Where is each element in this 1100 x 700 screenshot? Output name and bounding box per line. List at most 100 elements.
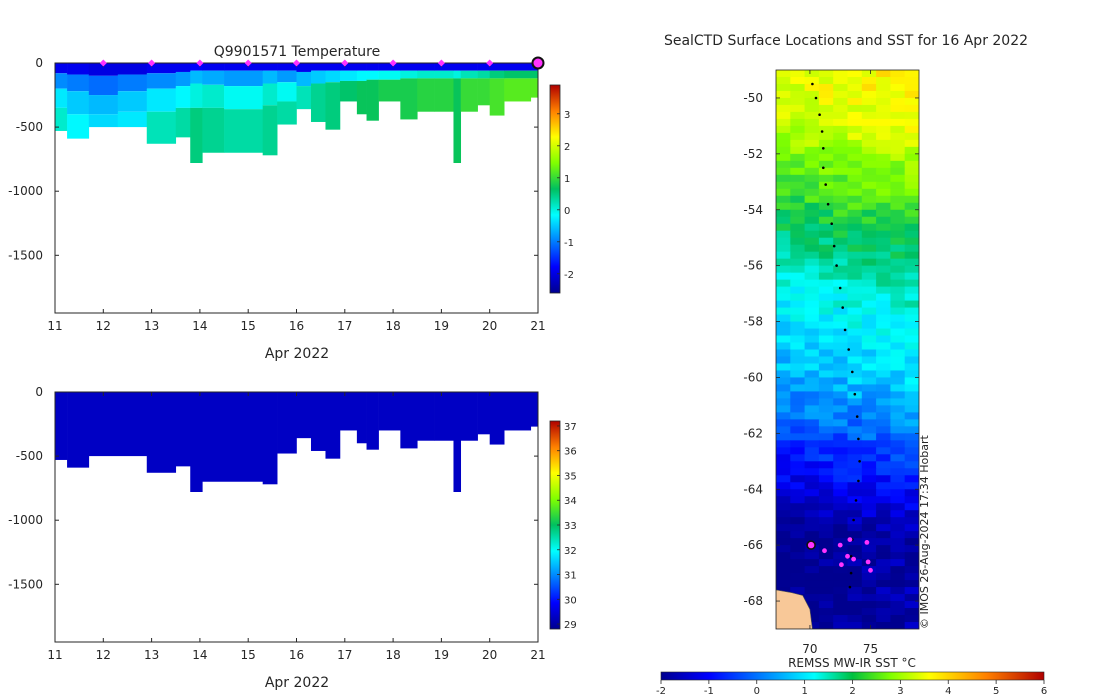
sst-cell: [861, 503, 877, 511]
sst-cell: [818, 587, 834, 595]
sst-cell: [847, 524, 863, 532]
sst-cell: [904, 496, 919, 504]
sst-cell: [804, 524, 820, 532]
sst-cell: [790, 223, 806, 232]
sst-cell: [890, 440, 906, 448]
sst-cell: [861, 391, 877, 400]
sst-cell: [847, 622, 863, 629]
sst-cell: [804, 580, 820, 588]
sst-cell: [847, 70, 863, 78]
sst-cell: [890, 524, 906, 532]
sst-cell: [833, 580, 849, 588]
sst-cell: [876, 552, 891, 560]
sst-cell: [776, 132, 791, 141]
sst-cell: [847, 601, 863, 609]
sst-cell: [890, 461, 906, 469]
sst-cell: [790, 111, 806, 120]
sst-cell: [790, 286, 806, 295]
colorbar-tick-label: -1: [564, 238, 574, 249]
sst-cell: [904, 552, 919, 560]
sst-cell: [833, 489, 849, 497]
sst-cell: [776, 433, 791, 441]
sst-cell: [876, 356, 891, 365]
sst-cell: [776, 188, 791, 197]
sst-cell: [904, 76, 919, 85]
sst-cell: [818, 216, 834, 225]
temperature-cell: [504, 70, 532, 79]
sst-cell: [890, 335, 906, 344]
sst-cell: [847, 272, 863, 281]
sst-cell: [861, 384, 877, 393]
temperature-colorbar: [549, 84, 561, 294]
profile-marker: [486, 59, 494, 67]
sst-cell: [847, 594, 863, 602]
lat-tick-label: -64: [743, 482, 763, 496]
sst-cell: [804, 209, 820, 218]
sst-cell: [861, 181, 877, 190]
sst-cell: [876, 146, 891, 155]
sst-cell: [818, 244, 834, 253]
sst-cell: [776, 321, 791, 330]
sst-cell: [818, 524, 834, 532]
sst-cell: [904, 440, 919, 448]
temperature-cell: [417, 78, 435, 112]
sst-cell: [833, 188, 849, 197]
sst-cell: [847, 433, 863, 441]
sst-cell: [790, 104, 806, 113]
sst-cell: [847, 426, 863, 434]
temperature-axes: 11 12 13 14 15 16 17 18 19 20 21 0 -500 -1000 -1500: [8, 56, 546, 333]
sst-cell: [861, 342, 877, 351]
sst-cell: [876, 454, 891, 462]
sst-cell: [876, 76, 891, 85]
sst-cell: [847, 76, 863, 85]
sst-cell: [818, 90, 834, 99]
sst-cell: [804, 307, 820, 316]
temperature-cell: [146, 111, 177, 144]
salinity-cell: [453, 392, 462, 492]
sst-cell: [847, 377, 863, 386]
sst-cell: [861, 580, 877, 588]
sst-cell: [847, 447, 863, 455]
sst-cell: [861, 265, 877, 274]
sst-cell: [818, 342, 834, 351]
track-point: [857, 437, 860, 441]
sst-cell: [904, 468, 919, 476]
sst-cell: [804, 433, 820, 441]
latest-profile-marker: [531, 56, 545, 70]
sst-cell: [904, 279, 919, 288]
temperature-cell: [202, 70, 225, 85]
sst-cell: [776, 335, 791, 344]
sst-cell: [890, 328, 906, 337]
sst-cell: [818, 510, 834, 518]
seal-track: [811, 82, 861, 589]
sst-cell: [861, 440, 877, 448]
sst-cell: [890, 377, 906, 386]
sst-cell: [804, 70, 820, 78]
sst-cell: [876, 293, 891, 302]
sst-cell: [790, 160, 806, 169]
sst-cell: [776, 265, 791, 274]
sst-cell: [818, 258, 834, 267]
salinity-cell: [310, 392, 326, 451]
sst-cell: [776, 461, 791, 469]
sst-cell: [861, 223, 877, 232]
temperature-cell: [453, 78, 462, 164]
sst-cell: [890, 223, 906, 232]
sst-cell: [818, 601, 834, 609]
sst-cell: [890, 153, 906, 162]
sst-cell: [847, 328, 863, 337]
sst-cell: [776, 237, 791, 246]
salinity-cell: [530, 392, 539, 427]
sst-cell: [904, 153, 919, 162]
y-tick-label: -500: [16, 120, 43, 134]
sst-cell: [861, 531, 877, 539]
sst-cell: [818, 503, 834, 511]
lat-tick-label: -68: [743, 594, 763, 608]
sst-cell: [904, 524, 919, 532]
lat-tick-label: -50: [743, 91, 763, 105]
sst-cell: [804, 223, 820, 232]
sst-cell: [818, 461, 834, 469]
temperature-cell: [175, 86, 191, 108]
lat-tick-label: -56: [743, 259, 763, 273]
